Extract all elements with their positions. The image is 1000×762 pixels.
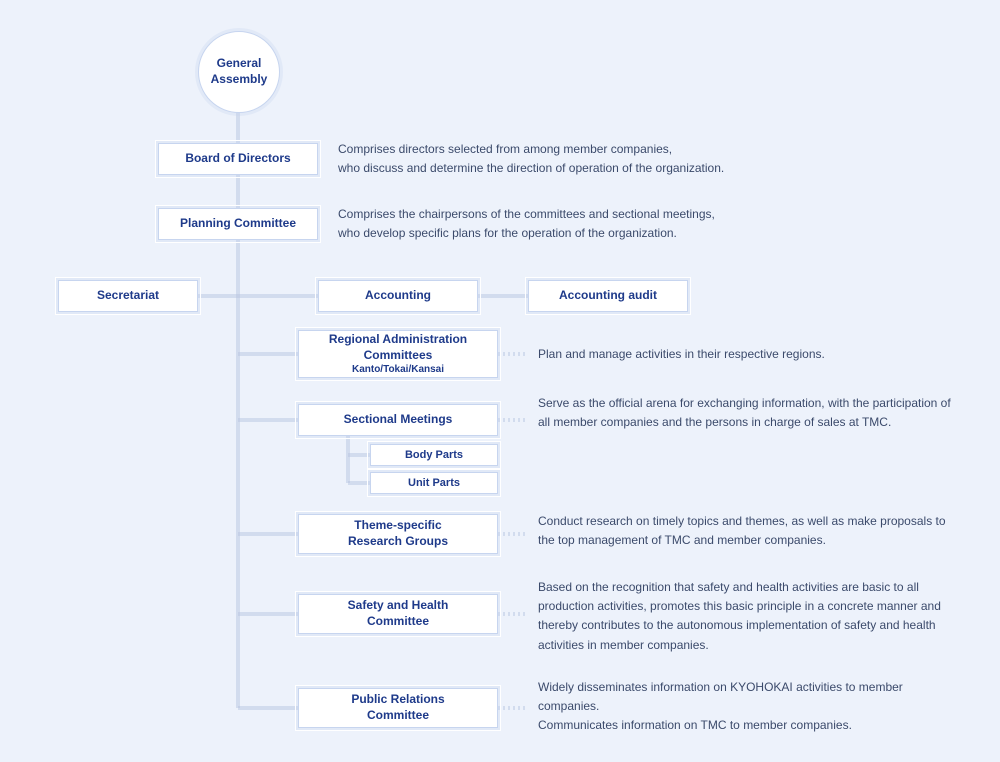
node-public-relations: Public RelationsCommittee [298, 688, 498, 728]
node-label: Sectional Meetings [344, 412, 453, 428]
node-label: Body Parts [405, 448, 463, 462]
desc-text: Plan and manage activities in their resp… [538, 347, 825, 361]
node-label: Unit Parts [408, 476, 460, 490]
node-accounting-audit: Accounting audit [528, 280, 688, 312]
node-label: Theme-specificResearch Groups [348, 518, 448, 549]
org-chart-canvas: GeneralAssembly Board of Directors Compr… [0, 0, 1000, 762]
node-secretariat: Secretariat [58, 280, 198, 312]
node-safety-health: Safety and HealthCommittee [298, 594, 498, 634]
node-label: Accounting [365, 288, 431, 304]
desc-text: Conduct research on timely topics and th… [538, 514, 946, 547]
node-label: GeneralAssembly [211, 56, 268, 87]
desc-text: Comprises the chairpersons of the commit… [338, 207, 715, 240]
desc-theme-research: Conduct research on timely topics and th… [538, 512, 958, 550]
node-label: Regional AdministrationCommittees [329, 332, 467, 363]
node-theme-research: Theme-specificResearch Groups [298, 514, 498, 554]
node-planning-committee: Planning Committee [158, 208, 318, 240]
desc-planning-committee: Comprises the chairpersons of the commit… [338, 205, 898, 243]
node-label: Secretariat [97, 288, 159, 304]
desc-board-of-directors: Comprises directors selected from among … [338, 140, 898, 178]
node-board-of-directors: Board of Directors [158, 143, 318, 175]
node-sectional-meetings: Sectional Meetings [298, 404, 498, 436]
node-label: Safety and HealthCommittee [348, 598, 449, 629]
desc-text: Widely disseminates information on KYOHO… [538, 680, 903, 732]
desc-regional-admin: Plan and manage activities in their resp… [538, 345, 958, 364]
desc-text: Comprises directors selected from among … [338, 142, 724, 175]
node-unit-parts: Unit Parts [370, 472, 498, 494]
desc-safety-health: Based on the recognition that safety and… [538, 578, 958, 655]
desc-text: Based on the recognition that safety and… [538, 580, 941, 652]
desc-text: Serve as the official arena for exchangi… [538, 396, 951, 429]
desc-public-relations: Widely disseminates information on KYOHO… [538, 678, 958, 736]
node-regional-admin: Regional AdministrationCommittees Kanto/… [298, 330, 498, 378]
node-label: Accounting audit [559, 288, 657, 304]
node-accounting: Accounting [318, 280, 478, 312]
node-sub-label: Kanto/Tokai/Kansai [352, 363, 444, 376]
desc-sectional-meetings: Serve as the official arena for exchangi… [538, 394, 958, 432]
node-label: Board of Directors [185, 151, 290, 167]
node-body-parts: Body Parts [370, 444, 498, 466]
node-label: Public RelationsCommittee [351, 692, 444, 723]
node-general-assembly: GeneralAssembly [198, 31, 280, 113]
node-label: Planning Committee [180, 216, 296, 232]
